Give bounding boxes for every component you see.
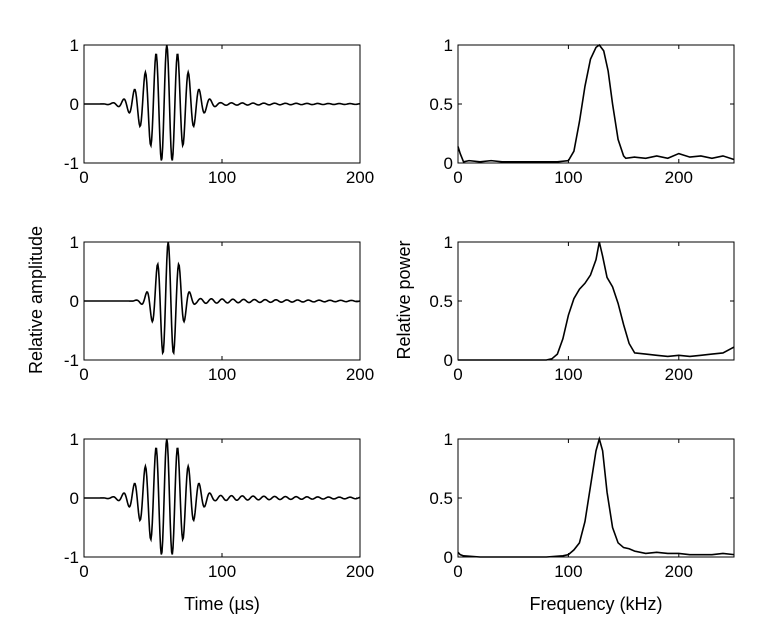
x-axis-label-time: Time (µs)	[184, 594, 260, 614]
subplot-freq-1: 0 100 200 0 0.5 1	[429, 36, 735, 187]
axes-frame-freq-1	[457, 44, 735, 164]
y-tick-label: 0.5	[429, 489, 453, 508]
x-axis-label-frequency: Frequency (kHz)	[529, 594, 662, 614]
subplot-freq-2: 0 100 200 0 0.5 1	[429, 233, 735, 384]
series-line-freq-3	[457, 436, 735, 558]
y-tick-label: 1	[70, 233, 79, 252]
y-tick-label: 0	[444, 351, 453, 370]
x-tick-label: 200	[665, 168, 693, 187]
y-tick-label: -1	[64, 351, 79, 370]
x-tick-label: 200	[665, 562, 693, 581]
y-tick-label: 0	[444, 548, 453, 567]
x-tick-label: 200	[665, 365, 693, 384]
series-line-time-3	[84, 438, 361, 555]
x-tick-label: 0	[79, 168, 88, 187]
x-tick-label: 0	[79, 562, 88, 581]
y-tick-label: 0	[70, 292, 79, 311]
x-tick-label: 100	[554, 562, 582, 581]
y-axis-label-power: Relative power	[394, 240, 414, 359]
y-tick-label: 1	[444, 36, 453, 55]
y-tick-label: 0	[444, 154, 453, 173]
series-line-time-1	[84, 44, 361, 161]
y-tick-label: 0.5	[429, 95, 453, 114]
x-tick-label: 0	[453, 562, 462, 581]
x-tick-label: 100	[208, 365, 236, 384]
y-tick-label: 0.5	[429, 292, 453, 311]
y-tick-label: 0	[70, 95, 79, 114]
x-tick-label: 100	[208, 168, 236, 187]
x-tick-label: 100	[208, 562, 236, 581]
x-tick-label: 0	[79, 365, 88, 384]
x-tick-label: 200	[346, 365, 374, 384]
subplot-freq-3: 0 100 200 0 0.5 1	[429, 430, 735, 581]
x-tick-label: 0	[453, 365, 462, 384]
subplot-time-3: 0 100 200-101	[64, 430, 374, 581]
y-tick-label: -1	[64, 154, 79, 173]
axes-frame-time-3	[83, 438, 361, 558]
subplot-time-1: 0 100 200-101	[64, 36, 374, 187]
y-tick-label: 1	[70, 36, 79, 55]
y-tick-label: -1	[64, 548, 79, 567]
x-tick-label: 0	[453, 168, 462, 187]
y-tick-label: 0	[70, 489, 79, 508]
axes-frame-freq-3	[457, 438, 735, 558]
y-tick-label: 1	[70, 430, 79, 449]
subplot-time-2: 0 100 200-101	[64, 233, 374, 384]
y-tick-label: 1	[444, 430, 453, 449]
x-tick-label: 200	[346, 562, 374, 581]
x-tick-label: 100	[554, 168, 582, 187]
series-line-time-2	[84, 241, 361, 356]
x-tick-label: 200	[346, 168, 374, 187]
x-tick-label: 100	[554, 365, 582, 384]
series-line-freq-2	[458, 241, 735, 361]
y-tick-label: 1	[444, 233, 453, 252]
y-axis-label-amplitude: Relative amplitude	[26, 226, 46, 374]
series-line-freq-1	[457, 43, 735, 163]
